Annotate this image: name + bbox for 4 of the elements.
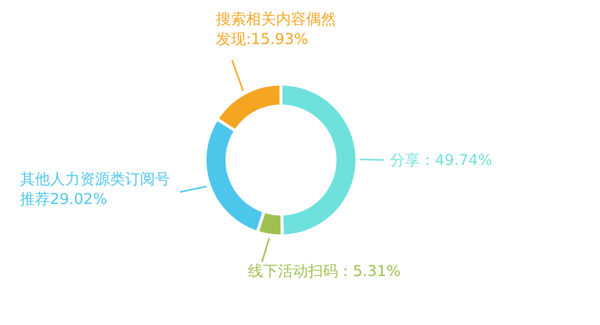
slice-label: 线下活动扫码：5.31% (248, 262, 401, 280)
slice-label: 搜索相关内容偶然发现:15.93% (216, 10, 336, 48)
slice-label: 其他人力资源类订阅号推荐29.02% (20, 170, 170, 208)
slice-label: 分享：49.74% (390, 151, 492, 169)
